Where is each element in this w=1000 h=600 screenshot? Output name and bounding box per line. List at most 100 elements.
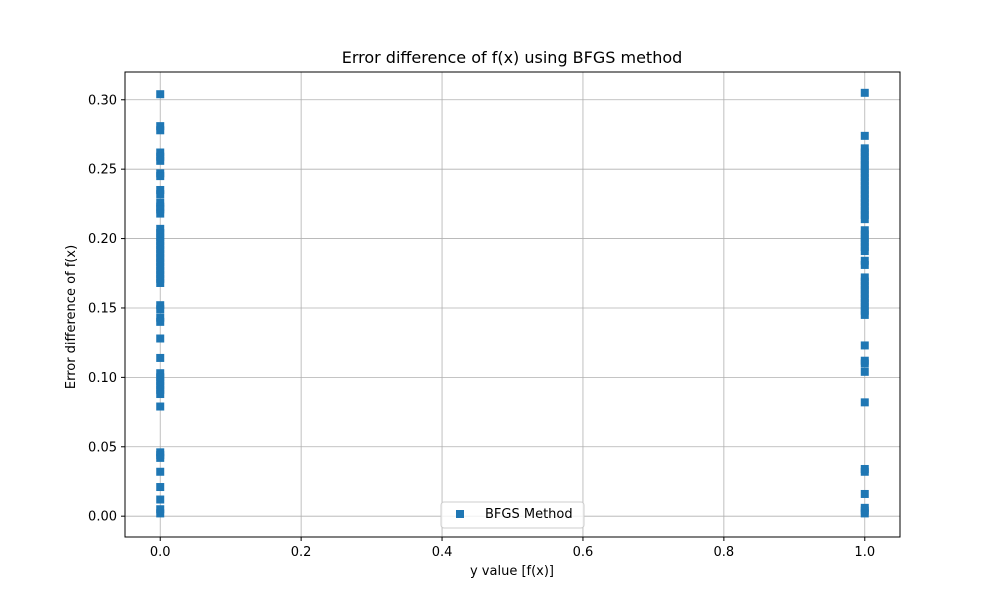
data-point [860,285,869,294]
data-point [860,173,869,182]
data-point [156,453,165,462]
data-point [156,205,165,214]
data-point [156,402,165,411]
legend-label: BFGS Method [485,507,573,522]
data-point [156,313,165,322]
data-point [860,281,869,290]
y-tick-label: 0.20 [88,232,117,247]
data-point [156,266,165,275]
x-axis-ticks: 0.0 0.2 0.4 0.6 0.8 1.0 [150,537,875,560]
data-point [860,144,869,153]
data-point [156,390,165,399]
data-point [860,185,869,194]
data-point [860,230,869,239]
y-axis-label: Error difference of f(x) [64,245,79,389]
data-point [156,278,165,287]
data-point [156,122,165,131]
data-point [156,90,165,99]
data-point [156,353,165,362]
data-point [860,152,869,161]
data-point [860,273,869,282]
data-point [860,206,869,215]
data-point [860,202,869,211]
data-point [156,185,165,194]
data-point [156,237,165,246]
data-point [156,301,165,310]
x-tick-label: 1.0 [854,545,875,560]
data-point [156,254,165,262]
data-point [156,334,165,343]
data-point [860,398,869,407]
data-point [860,234,869,243]
data-point [860,88,869,97]
data-point [156,385,165,394]
data-point [156,224,165,233]
data-point [156,126,165,135]
data-point [156,190,165,199]
data-point [860,310,869,319]
x-tick-label: 0.6 [573,545,594,560]
data-point [156,156,165,165]
x-tick-label: 0.4 [432,545,453,560]
data-point [156,270,165,279]
legend: BFGS Method [440,501,585,529]
y-tick-label: 0.15 [88,301,117,316]
data-point [156,249,165,258]
data-point [860,509,869,518]
data-point [156,377,165,386]
data-point [860,238,869,247]
y-tick-label: 0.30 [88,93,117,108]
data-point [860,181,869,190]
data-point [860,194,869,203]
y-tick-label: 0.05 [88,440,117,455]
data-point [156,317,165,326]
data-point [860,341,869,350]
data-point [860,198,869,207]
x-tick-label: 0.2 [291,545,312,560]
y-tick-label: 0.25 [88,163,117,178]
data-point [860,256,869,265]
x-axis-label: y value [f(x)] [470,564,554,579]
data-point [156,505,165,514]
data-point [156,229,165,238]
data-point [860,489,869,498]
data-point [156,241,165,250]
data-point [156,258,165,267]
data-point [156,369,165,378]
data-points [156,88,869,518]
chart-title: Error difference of f(x) using BFGS meth… [342,48,683,67]
data-point [860,467,869,476]
data-point [860,169,869,178]
data-point [860,260,869,269]
data-point [156,172,165,181]
data-point [860,306,869,315]
data-point [860,294,869,303]
data-point [156,509,165,518]
data-point [156,373,165,382]
data-point [860,131,869,140]
legend-marker [456,510,464,518]
data-point [860,290,869,299]
data-point [860,359,869,368]
data-point [156,148,165,157]
data-point [860,190,869,199]
data-point [860,242,869,251]
data-point [156,152,165,161]
data-point [860,298,869,307]
data-point [860,210,869,219]
data-point [156,467,165,476]
data-point [156,305,165,314]
x-tick-label: 0.8 [714,545,735,560]
data-point [860,156,869,165]
y-tick-label: 0.00 [88,510,117,525]
data-point [156,245,165,254]
data-point [860,302,869,311]
data-point [860,367,869,376]
data-point [156,262,165,271]
data-point [156,209,165,218]
grid-lines [125,72,900,537]
data-point [156,198,165,207]
legend-box [440,501,585,529]
y-axis-ticks: 0.00 0.05 0.10 0.15 0.20 0.25 0.30 [88,93,125,525]
